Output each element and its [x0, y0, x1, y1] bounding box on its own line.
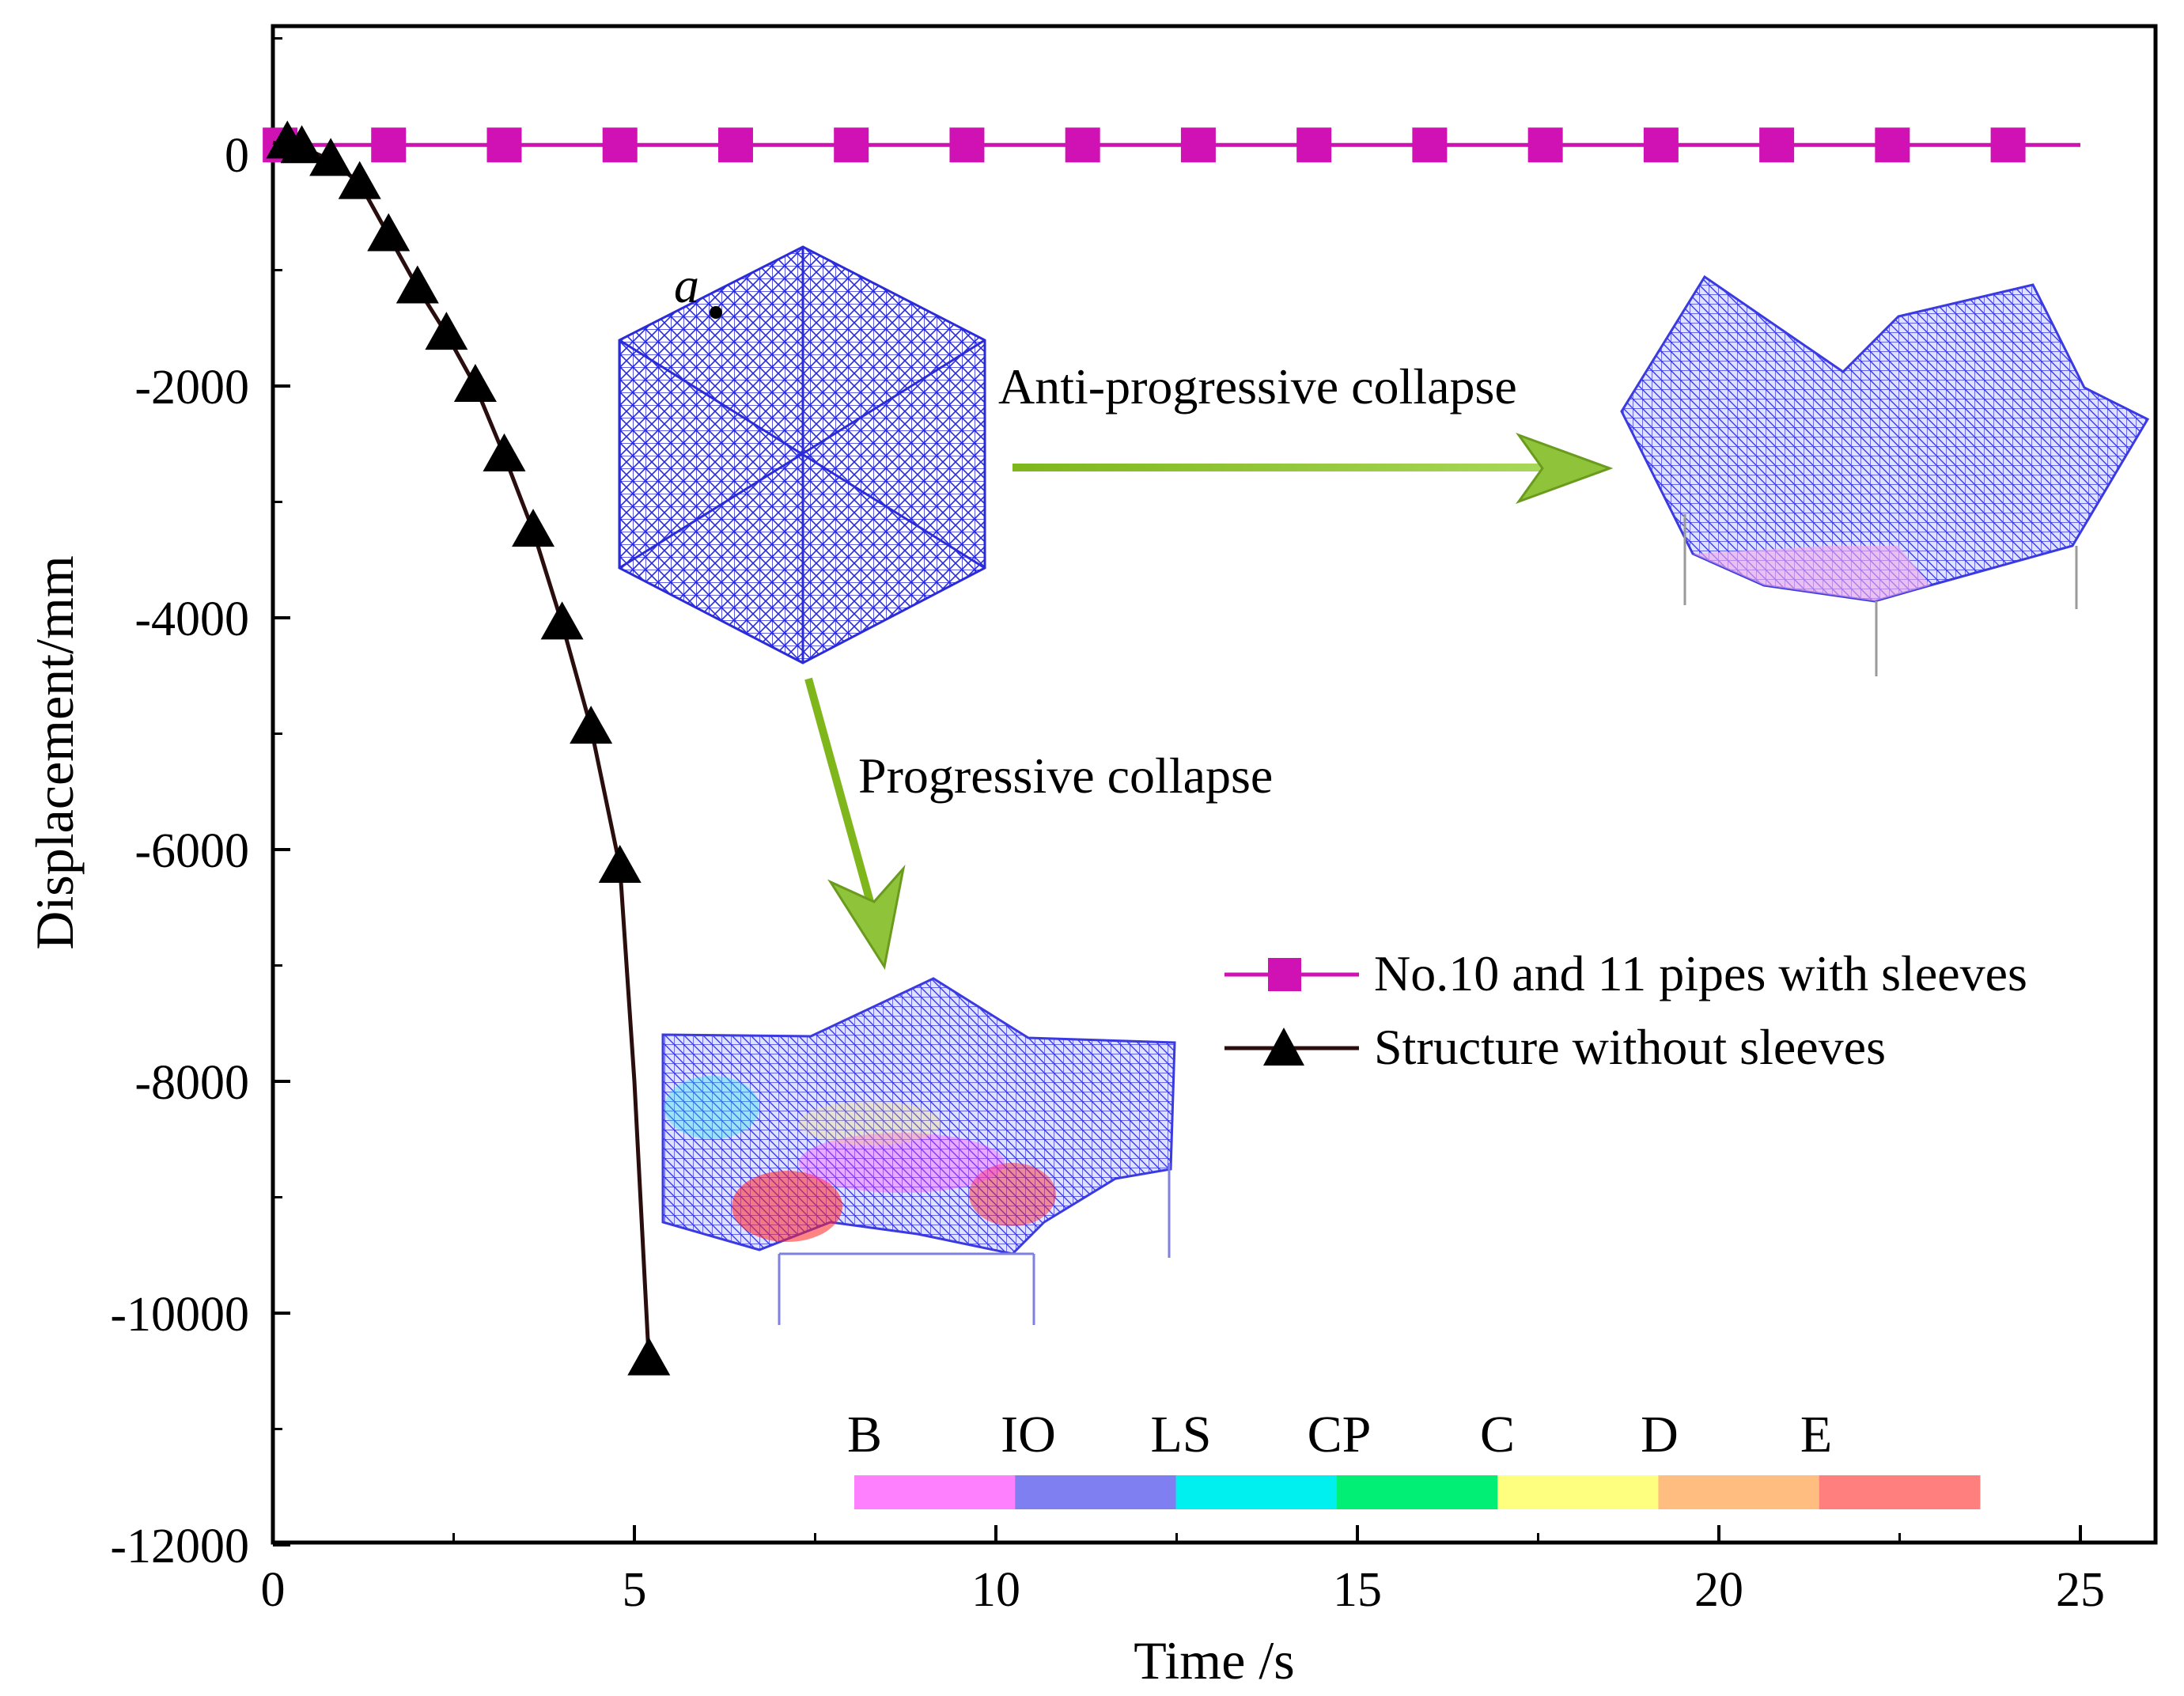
anti-collapse-label: Anti-progressive collapse [998, 358, 1517, 415]
triangle-marker [512, 509, 555, 547]
performance-level-swatch [854, 1475, 1016, 1509]
axes: 0 5 10 15 20 25 0 -2000 -4000 -6000 -8000 -10000 -12… [25, 24, 2158, 1690]
triangle-marker [627, 1337, 671, 1376]
triangle-marker [338, 161, 381, 199]
legend-triangle-marker [1263, 1028, 1304, 1066]
x-tick-label: 10 [971, 1563, 1020, 1617]
performance-level-swatch [1015, 1475, 1177, 1509]
square-marker [1180, 127, 1216, 163]
progressive-collapse-inset [661, 977, 1176, 1325]
performance-level-label: B [847, 1406, 882, 1463]
triangle-marker [367, 213, 411, 252]
x-tick-label: 0 [261, 1563, 286, 1617]
legend: No.10 and 11 pipes with sleeves Structur… [1224, 945, 2027, 1075]
plan-view-mesh-inset: a [618, 245, 986, 664]
y-tick-label: -2000 [134, 361, 249, 415]
y-tick-label: -12000 [110, 1520, 249, 1573]
legend-series-1-label: No.10 and 11 pipes with sleeves [1374, 945, 2027, 1001]
triangle-marker [280, 125, 324, 164]
triangle-marker [570, 706, 613, 744]
performance-level-bar: B IO LS CP C D E [847, 1406, 1981, 1509]
triangle-marker [483, 433, 526, 471]
square-marker [834, 127, 869, 163]
progressive-collapse-label: Progressive collapse [858, 748, 1273, 804]
triangle-marker [453, 364, 497, 402]
y-tick-label: 0 [225, 129, 249, 183]
performance-level-swatch [1658, 1475, 1820, 1509]
anti-collapse-inset [1620, 274, 2150, 676]
x-tick-label: 15 [1333, 1563, 1382, 1617]
series-layer [263, 120, 2080, 1376]
point-a-label: a [674, 257, 699, 313]
performance-level-label: IO [1001, 1406, 1056, 1463]
progressive-collapse-arrow: Progressive collapse [804, 677, 1273, 970]
x-tick-label: 5 [623, 1563, 647, 1617]
square-marker [486, 127, 522, 163]
performance-level-label: D [1641, 1406, 1679, 1463]
legend-series-2-label: Structure without sleeves [1374, 1019, 1886, 1075]
x-tick-label: 25 [2056, 1563, 2105, 1617]
performance-level-label: CP [1308, 1406, 1372, 1463]
performance-level-swatch [1819, 1475, 1981, 1509]
triangle-marker [396, 265, 439, 304]
y-tick-label: -10000 [110, 1288, 249, 1342]
y-tick-label: -4000 [134, 592, 249, 646]
x-axis-title: Time /s [1134, 1630, 1294, 1690]
square-marker [1759, 127, 1795, 163]
y-axis-title: Displacement/mm [25, 555, 85, 950]
square-marker [717, 127, 753, 163]
legend-square-marker [1268, 958, 1301, 991]
performance-level-label: E [1800, 1406, 1832, 1463]
series-2-line [272, 140, 651, 1360]
plot-frame [271, 24, 2158, 1545]
performance-level-swatch [1336, 1475, 1498, 1509]
performance-level-label: C [1480, 1406, 1515, 1463]
anti-collapse-arrow: Anti-progressive collapse [998, 358, 1614, 505]
performance-level-swatch [1497, 1475, 1659, 1509]
square-marker [1643, 127, 1679, 163]
square-marker [949, 127, 985, 163]
mesh-spokes [619, 247, 986, 663]
anti-collapse-columns [1683, 514, 2078, 676]
x-tick-label: 20 [1694, 1563, 1743, 1617]
triangle-marker [425, 312, 468, 350]
square-marker [1412, 127, 1448, 163]
triangle-marker [309, 138, 353, 176]
point-a-marker [710, 306, 722, 319]
triangle-marker [540, 601, 584, 640]
y-tick-label: -6000 [134, 824, 249, 878]
triangle-marker [598, 844, 642, 883]
square-marker [1527, 127, 1563, 163]
square-marker [1296, 127, 1332, 163]
performance-level-swatch [1175, 1475, 1338, 1509]
square-marker [1990, 127, 2026, 163]
collapse-columns [778, 1163, 1171, 1325]
y-tick-label: -8000 [134, 1056, 249, 1110]
square-marker [602, 127, 638, 163]
performance-level-label: LS [1150, 1406, 1211, 1463]
square-marker [371, 127, 407, 163]
square-marker [1065, 127, 1100, 163]
square-marker [1875, 127, 1910, 163]
